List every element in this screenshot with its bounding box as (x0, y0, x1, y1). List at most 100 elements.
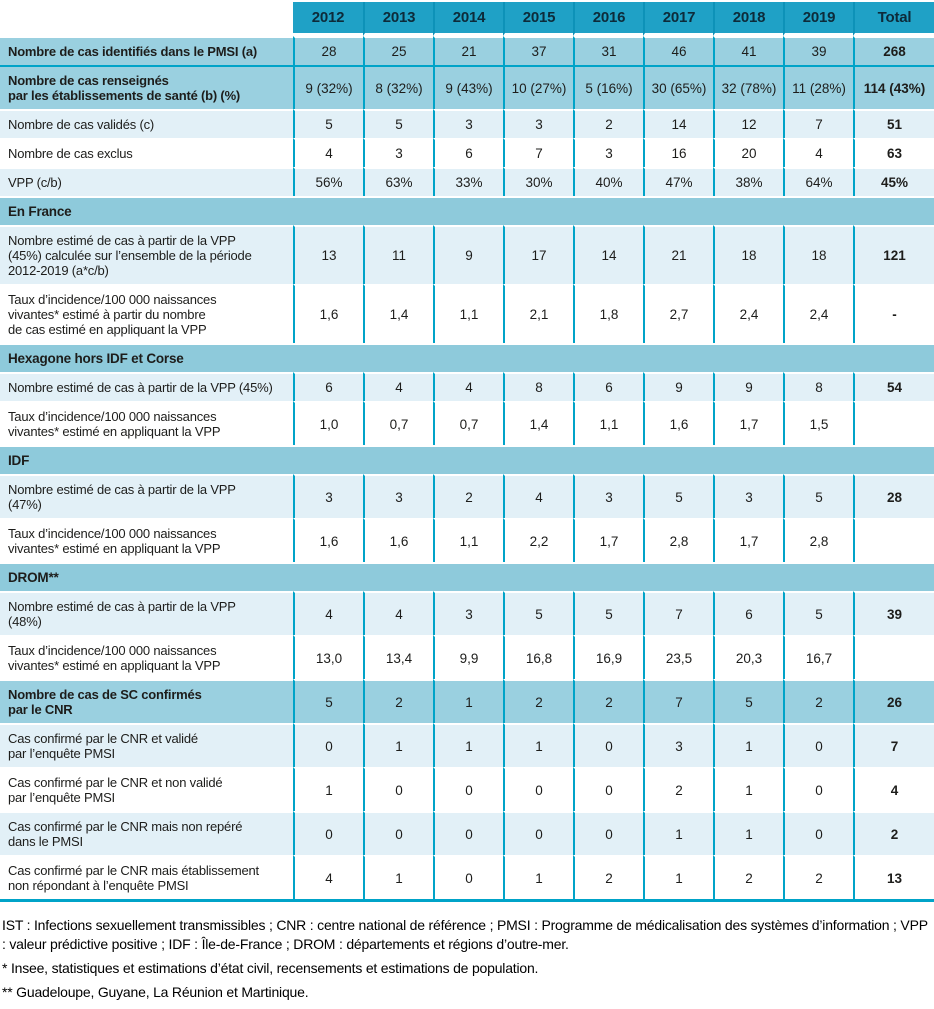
corner-cell (0, 2, 293, 36)
cell-value: 28 (293, 36, 363, 65)
cell-total: 114 (43%) (853, 65, 934, 109)
table-row: Nombre estimé de cas à partir de la VPP … (0, 225, 934, 284)
table-row: Taux d’incidence/100 000 naissances viva… (0, 518, 934, 562)
cell-value: 4 (293, 855, 363, 902)
cell-value: 2 (363, 679, 433, 723)
table-row: Taux d’incidence/100 000 naissances viva… (0, 284, 934, 343)
row-label: VPP (c/b) (0, 167, 293, 196)
column-header-2019: 2019 (783, 2, 853, 36)
cell-value: 9 (713, 372, 783, 401)
cell-value: 0,7 (433, 401, 503, 445)
cell-value: 16,8 (503, 635, 573, 679)
column-header-2015: 2015 (503, 2, 573, 36)
cell-value: 2,2 (503, 518, 573, 562)
cell-value: 3 (573, 138, 643, 167)
table-row: Cas confirmé par le CNR et non validé pa… (0, 767, 934, 811)
cell-value: 4 (293, 591, 363, 635)
cell-total: 26 (853, 679, 934, 723)
cell-value: 0 (293, 723, 363, 767)
cell-value: 17 (503, 225, 573, 284)
table-row: Nombre de cas validés (c) 5 5 3 3 2 14 12 7 51 (0, 109, 934, 138)
cell-value: 2 (573, 679, 643, 723)
cell-value: 1,4 (503, 401, 573, 445)
cell-total (853, 635, 934, 679)
cell-value: 9 (433, 225, 503, 284)
table-row: Cas confirmé par le CNR mais établisseme… (0, 855, 934, 902)
cell-value: 1 (293, 767, 363, 811)
cell-value: 41 (713, 36, 783, 65)
cell-total: - (853, 284, 934, 343)
cell-value: 11 (28%) (783, 65, 853, 109)
cell-value: 8 (783, 372, 853, 401)
cell-value: 0 (573, 811, 643, 855)
cell-value: 4 (433, 372, 503, 401)
cell-value: 38% (713, 167, 783, 196)
cell-total: 39 (853, 591, 934, 635)
table-row: Nombre estimé de cas à partir de la VPP … (0, 372, 934, 401)
cell-value: 1 (433, 679, 503, 723)
cell-value: 1,6 (293, 518, 363, 562)
cell-total (853, 518, 934, 562)
section-row: DROM** (0, 562, 934, 591)
cell-value: 0 (503, 811, 573, 855)
cell-value: 3 (433, 591, 503, 635)
cell-value: 4 (363, 591, 433, 635)
cell-total: 45% (853, 167, 934, 196)
cell-value: 9 (32%) (293, 65, 363, 109)
cell-value: 11 (363, 225, 433, 284)
cell-value: 4 (293, 138, 363, 167)
cell-value: 3 (713, 474, 783, 518)
cell-value: 9 (643, 372, 713, 401)
footnotes: IST : Infections sexuellement transmissi… (0, 916, 934, 1002)
cell-value: 18 (783, 225, 853, 284)
cell-value: 1,1 (573, 401, 643, 445)
cell-value: 20,3 (713, 635, 783, 679)
row-label: Taux d’incidence/100 000 naissances viva… (0, 401, 293, 445)
cell-total: 63 (853, 138, 934, 167)
row-label: Nombre de cas identifiés dans le PMSI (a… (0, 36, 293, 65)
column-header-2012: 2012 (293, 2, 363, 36)
cell-value: 5 (503, 591, 573, 635)
table-row: Nombre estimé de cas à partir de la VPP … (0, 591, 934, 635)
cell-value: 16,9 (573, 635, 643, 679)
row-label: Nombre de cas validés (c) (0, 109, 293, 138)
cell-value: 7 (643, 679, 713, 723)
cell-value: 2 (573, 855, 643, 902)
section-label: En France (0, 196, 934, 225)
row-label: Nombre estimé de cas à partir de la VPP … (0, 474, 293, 518)
cell-value: 1 (433, 723, 503, 767)
cell-total: 28 (853, 474, 934, 518)
cell-value: 63% (363, 167, 433, 196)
row-label: Cas confirmé par le CNR mais non repéré … (0, 811, 293, 855)
cell-value: 3 (363, 138, 433, 167)
cell-value: 0 (573, 723, 643, 767)
cell-value: 6 (293, 372, 363, 401)
cell-value: 9 (43%) (433, 65, 503, 109)
cell-total: 54 (853, 372, 934, 401)
section-row: En France (0, 196, 934, 225)
cell-value: 23,5 (643, 635, 713, 679)
cell-value: 1,5 (783, 401, 853, 445)
cell-value: 0,7 (363, 401, 433, 445)
table-row: Nombre de cas renseignés par les établis… (0, 65, 934, 109)
row-label: Cas confirmé par le CNR et non validé pa… (0, 767, 293, 811)
cell-value: 31 (573, 36, 643, 65)
table-header: 2012 2013 2014 2015 2016 2017 2018 2019 Total (0, 2, 934, 36)
cell-value: 8 (503, 372, 573, 401)
section-row: Hexagone hors IDF et Corse (0, 343, 934, 372)
cell-value: 18 (713, 225, 783, 284)
cell-value: 0 (783, 811, 853, 855)
cell-value: 0 (573, 767, 643, 811)
cell-value: 1,6 (293, 284, 363, 343)
row-label: Taux d’incidence/100 000 naissances viva… (0, 635, 293, 679)
table-body: Nombre de cas identifiés dans le PMSI (a… (0, 36, 934, 902)
cell-total: 13 (853, 855, 934, 902)
cell-value: 1,1 (433, 518, 503, 562)
cell-value: 0 (433, 811, 503, 855)
cell-value: 7 (643, 591, 713, 635)
cell-value: 1 (713, 723, 783, 767)
section-label: IDF (0, 445, 934, 474)
cell-value: 2 (783, 855, 853, 902)
cell-value: 25 (363, 36, 433, 65)
cell-value: 5 (783, 591, 853, 635)
